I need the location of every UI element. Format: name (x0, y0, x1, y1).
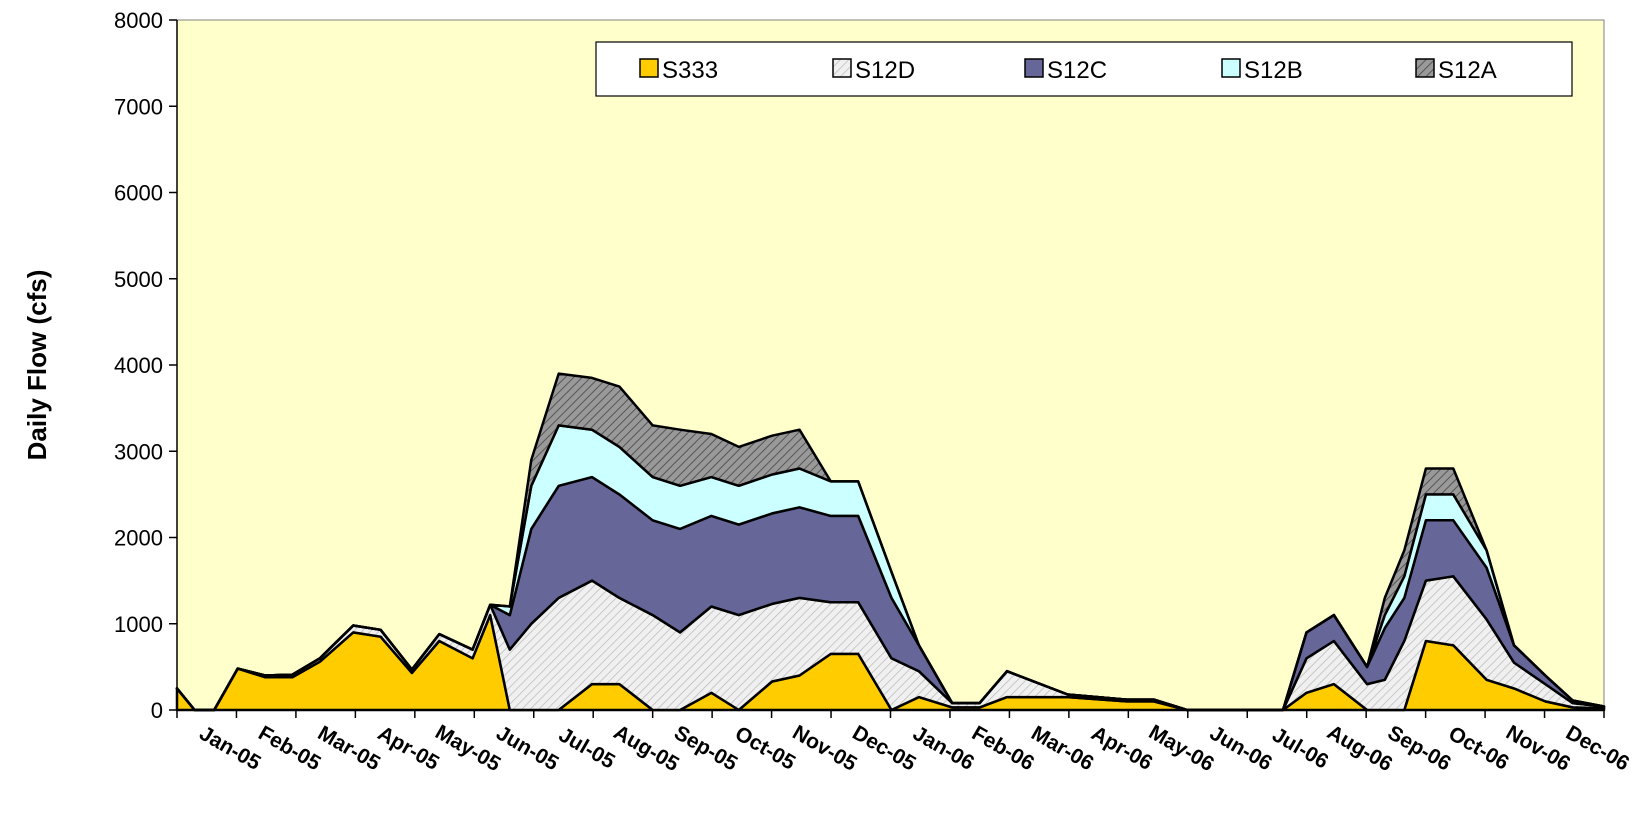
legend-swatch-s12a (1415, 58, 1435, 78)
x-tick-label: Mar-05 (314, 722, 384, 776)
y-tick-label: 5000 (114, 267, 163, 292)
y-tick-label: 4000 (114, 353, 163, 378)
x-tick-label: Jun-06 (1206, 722, 1276, 776)
x-tick-label: Jan-06 (909, 722, 978, 775)
y-tick-label: 7000 (114, 94, 163, 119)
legend-swatch-s333 (639, 58, 659, 78)
y-tick-label: 6000 (114, 181, 163, 206)
y-tick-label: 3000 (114, 439, 163, 464)
x-tick-label: Feb-05 (254, 721, 324, 775)
x-tick-label: Sep-05 (670, 721, 741, 776)
x-tick-label: Apr-05 (374, 722, 443, 775)
x-tick-label: Sep-06 (1384, 721, 1455, 775)
y-tick-label: 0 (151, 698, 163, 723)
legend-label-s12b: S12B (1244, 57, 1303, 84)
x-tick-label: Jun-05 (492, 722, 562, 776)
x-tick-label: Dec-05 (848, 721, 919, 776)
x-tick-label: Jan-05 (195, 722, 264, 775)
legend-label-s12d: S12D (855, 57, 915, 84)
legend-label-s12c: S12C (1047, 57, 1107, 84)
legend-swatch-s12c (1024, 58, 1044, 78)
y-tick-label: 1000 (114, 612, 163, 637)
x-tick-label: Oct-05 (731, 722, 799, 775)
y-axis-label: Daily Flow (cfs) (22, 270, 52, 461)
legend-box (595, 41, 1573, 97)
legend: S333 S12D S12C S12B S12A (595, 41, 1573, 97)
areas-layer (175, 372, 1606, 712)
legend-label-s12a: S12A (1438, 57, 1497, 84)
x-tick-label: May-06 (1145, 721, 1218, 777)
legend-swatch-s12d (832, 58, 852, 78)
y-tick-label: 2000 (114, 526, 163, 551)
x-tick-label: Feb-06 (968, 721, 1038, 775)
x-tick-label: Dec-06 (1562, 721, 1633, 775)
x-tick-label: Oct-06 (1445, 722, 1513, 775)
legend-swatch-s12b (1221, 58, 1241, 78)
y-tick-label: 8000 (114, 8, 163, 33)
x-tick-label: Jul-06 (1268, 723, 1332, 773)
x-tick-label: Jul-05 (555, 723, 619, 773)
x-tick-label: Apr-06 (1087, 722, 1156, 775)
area-s12a (175, 372, 1606, 712)
x-tick-label: May-05 (431, 721, 504, 777)
x-tick-label: Nov-05 (788, 721, 860, 776)
x-tick-label: Mar-06 (1027, 722, 1097, 776)
x-tick-label: Nov-06 (1502, 721, 1574, 776)
legend-label-s333: S333 (662, 57, 718, 84)
x-tick-label: Aug-05 (610, 721, 683, 777)
x-tick-label: Aug-06 (1323, 721, 1396, 777)
